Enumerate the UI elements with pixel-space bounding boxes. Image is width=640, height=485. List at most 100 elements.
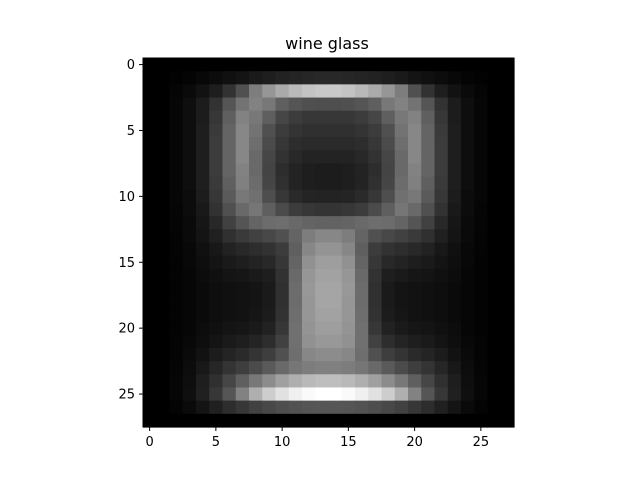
heatmap-cell bbox=[262, 347, 277, 362]
heatmap-cell bbox=[368, 387, 383, 402]
heatmap-cell bbox=[249, 97, 263, 112]
heatmap-cell bbox=[474, 202, 489, 217]
heatmap-cell bbox=[421, 202, 436, 217]
heatmap-cell bbox=[474, 229, 489, 244]
heatmap-cell bbox=[196, 268, 210, 283]
heatmap-cell bbox=[434, 163, 449, 178]
heatmap-cell bbox=[487, 189, 502, 204]
heatmap-cell bbox=[302, 413, 316, 428]
heatmap-cell bbox=[447, 295, 462, 309]
heatmap-cell bbox=[500, 400, 515, 415]
heatmap-cell bbox=[315, 295, 330, 309]
heatmap-cell bbox=[341, 110, 356, 125]
heatmap-cell bbox=[368, 229, 383, 244]
heatmap-cell bbox=[156, 321, 171, 336]
heatmap-cell bbox=[461, 71, 475, 85]
heatmap-cell bbox=[196, 255, 210, 270]
heatmap-cell bbox=[474, 255, 489, 270]
heatmap-cell bbox=[461, 282, 475, 296]
heatmap-cell bbox=[500, 123, 515, 138]
heatmap-cell bbox=[500, 374, 515, 389]
heatmap-cell bbox=[461, 97, 475, 112]
heatmap-cell bbox=[288, 255, 303, 270]
heatmap-cell bbox=[461, 58, 475, 72]
heatmap-cell bbox=[434, 347, 449, 362]
heatmap-cell bbox=[328, 202, 343, 217]
heatmap-cell bbox=[394, 387, 409, 402]
heatmap-cell bbox=[156, 97, 171, 112]
heatmap-cell bbox=[235, 189, 250, 204]
heatmap-cell bbox=[143, 400, 157, 415]
heatmap-cell bbox=[275, 229, 290, 244]
heatmap-cell bbox=[315, 97, 330, 112]
heatmap-cell bbox=[262, 282, 277, 296]
heatmap-cell bbox=[421, 229, 436, 244]
heatmap-cell bbox=[222, 189, 237, 204]
heatmap-cell bbox=[315, 334, 330, 349]
heatmap-cell bbox=[341, 84, 356, 99]
heatmap-cell bbox=[275, 400, 290, 415]
heatmap-cell bbox=[500, 176, 515, 191]
heatmap-cell bbox=[368, 189, 383, 204]
heatmap-cell bbox=[275, 413, 290, 428]
heatmap-cell bbox=[394, 334, 409, 349]
heatmap-cell bbox=[408, 295, 422, 309]
heatmap-cell bbox=[182, 202, 197, 217]
heatmap-cell bbox=[421, 400, 436, 415]
heatmap-cell bbox=[235, 176, 250, 191]
heatmap-cell bbox=[408, 202, 422, 217]
heatmap-cell bbox=[249, 84, 263, 99]
heatmap-cell bbox=[447, 321, 462, 336]
heatmap-cell bbox=[235, 361, 250, 375]
heatmap-cell bbox=[235, 163, 250, 178]
heatmap-cell bbox=[302, 347, 316, 362]
heatmap-cell bbox=[381, 413, 396, 428]
heatmap-cell bbox=[315, 71, 330, 85]
heatmap-cell bbox=[487, 123, 502, 138]
heatmap-cell bbox=[487, 400, 502, 415]
heatmap-cell bbox=[288, 229, 303, 244]
heatmap-cell bbox=[156, 268, 171, 283]
heatmap-cell bbox=[355, 321, 369, 336]
heatmap-cell bbox=[288, 242, 303, 257]
heatmap-cell bbox=[461, 321, 475, 336]
heatmap-cell bbox=[196, 97, 210, 112]
heatmap-cell bbox=[355, 295, 369, 309]
heatmap-cell bbox=[500, 97, 515, 112]
heatmap-cell bbox=[328, 71, 343, 85]
heatmap-cell bbox=[434, 321, 449, 336]
heatmap-cell bbox=[315, 361, 330, 375]
heatmap-cell bbox=[474, 110, 489, 125]
heatmap-cell bbox=[487, 374, 502, 389]
heatmap-cell bbox=[222, 202, 237, 217]
heatmap-cell bbox=[500, 334, 515, 349]
heatmap-cell bbox=[235, 242, 250, 257]
heatmap-cell bbox=[302, 84, 316, 99]
heatmap-cell bbox=[487, 58, 502, 72]
heatmap-cell bbox=[500, 163, 515, 178]
heatmap-cell bbox=[394, 413, 409, 428]
heatmap-cell bbox=[328, 229, 343, 244]
heatmap-cell bbox=[315, 413, 330, 428]
heatmap-cell bbox=[328, 176, 343, 191]
heatmap-cell bbox=[328, 242, 343, 257]
heatmap-cell bbox=[341, 387, 356, 402]
heatmap-cell bbox=[143, 97, 157, 112]
heatmap-cell bbox=[209, 150, 224, 165]
heatmap-cell bbox=[302, 150, 316, 165]
heatmap-cell bbox=[408, 58, 422, 72]
heatmap-cell bbox=[196, 361, 210, 375]
heatmap-cell bbox=[262, 176, 277, 191]
heatmap-cell bbox=[302, 58, 316, 72]
heatmap-cell bbox=[156, 374, 171, 389]
heatmap-cell bbox=[500, 110, 515, 125]
heatmap-cell bbox=[421, 268, 436, 283]
heatmap-cell bbox=[262, 97, 277, 112]
heatmap-cell bbox=[408, 123, 422, 138]
heatmap-cell bbox=[447, 84, 462, 99]
heatmap-cell bbox=[315, 123, 330, 138]
heatmap-cell bbox=[341, 308, 356, 323]
heatmap-cell bbox=[275, 295, 290, 309]
heatmap-cell bbox=[500, 216, 515, 230]
